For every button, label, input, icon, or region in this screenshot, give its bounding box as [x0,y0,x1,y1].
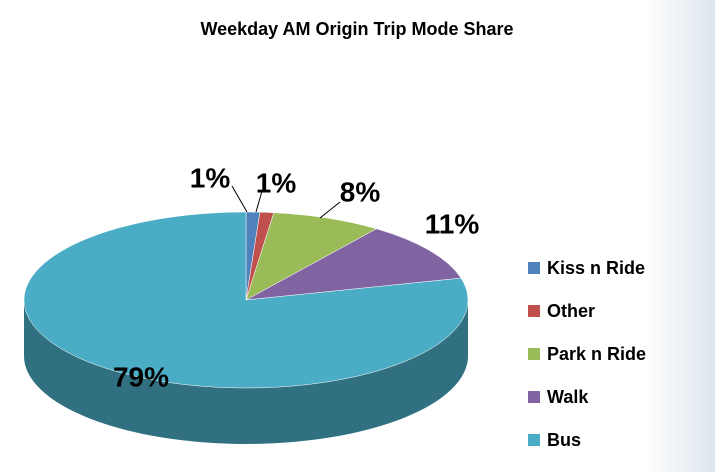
pie-slice [245,212,378,301]
data-label: 11% [425,208,480,239]
legend-label: Walk [547,387,589,407]
legend-swatch [528,348,540,360]
data-label: 1% [256,167,297,198]
legend-label: Park n Ride [547,344,646,364]
leader-line [255,190,263,213]
pie-side [24,300,468,444]
legend-swatch [528,305,540,317]
leader-line [231,185,248,213]
legend-label: Bus [547,430,581,450]
pie-side-shade [24,300,468,444]
data-label: 1% [190,162,231,193]
pie-slice [23,211,469,389]
legend-label: Other [547,301,595,321]
chart-title: Weekday AM Origin Trip Mode Share [200,19,513,39]
legend-swatch [528,262,540,274]
data-label: 79% [113,361,169,392]
legend-label: Kiss n Ride [547,258,645,278]
leader-line [319,201,341,219]
legend-swatch [528,391,540,403]
legend-swatch [528,434,540,446]
data-label: 8% [340,176,381,207]
pie-slice [245,228,462,301]
